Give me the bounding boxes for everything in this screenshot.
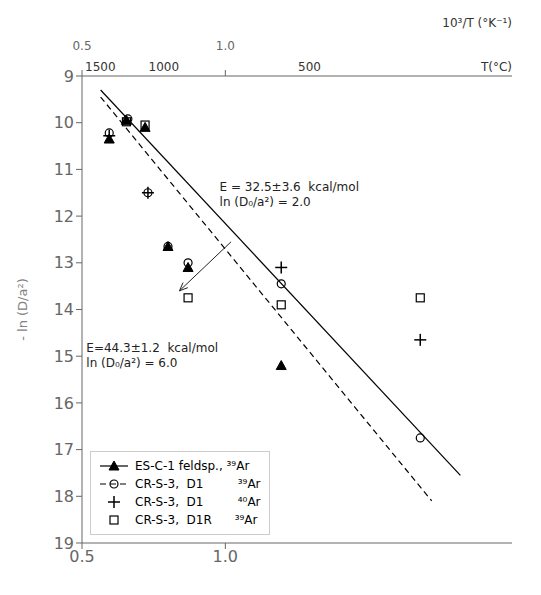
svg-text:0.5: 0.5	[72, 39, 91, 53]
svg-text:19: 19	[54, 534, 74, 553]
svg-text:9: 9	[64, 67, 74, 86]
svg-text:0.5: 0.5	[69, 547, 95, 567]
html-text:CR-S-3, D1 ⁴⁰Ar: CR-S-3, D1 ⁴⁰Ar	[135, 495, 261, 509]
svg-text:1500: 1500	[85, 60, 116, 74]
svg-text:10³/T (°K⁻¹): 10³/T (°K⁻¹)	[442, 16, 512, 30]
svg-text:18: 18	[54, 487, 74, 506]
svg-text:T(°C): T(°C)	[480, 60, 512, 74]
svg-text:500: 500	[298, 60, 321, 74]
svg-text:15: 15	[54, 347, 74, 366]
svg-text:12: 12	[54, 207, 74, 226]
svg-text:1.0: 1.0	[213, 547, 238, 566]
svg-text:16: 16	[54, 394, 74, 413]
html-text:CR-S-3, D1 ³⁹Ar: CR-S-3, D1 ³⁹Ar	[135, 477, 261, 491]
svg-text:17: 17	[54, 440, 74, 459]
svg-text:1000: 1000	[149, 60, 180, 74]
svg-text:13: 13	[54, 253, 74, 272]
html-text:ES-C-1 feldsp., ³⁹Ar: ES-C-1 feldsp., ³⁹Ar	[135, 459, 250, 473]
svg-text:E=44.3±1.2 kcal/molln (D₀/a²): E=44.3±1.2 kcal/molln (D₀/a²) = 6.0	[86, 341, 218, 370]
svg-text:14: 14	[54, 300, 74, 319]
html-text:CR-S-3, D1R ³⁹Ar: CR-S-3, D1R ³⁹Ar	[135, 513, 258, 527]
svg-text:E = 32.5±3.6 kcal/molln (D₀/a: E = 32.5±3.6 kcal/molln (D₀/a²) = 2.0	[220, 180, 359, 209]
svg-text:11: 11	[54, 160, 74, 179]
svg-text:1.0: 1.0	[216, 39, 235, 53]
svg-text:10: 10	[54, 113, 74, 132]
svg-text:- ln (D/a²): - ln (D/a²)	[15, 278, 30, 341]
